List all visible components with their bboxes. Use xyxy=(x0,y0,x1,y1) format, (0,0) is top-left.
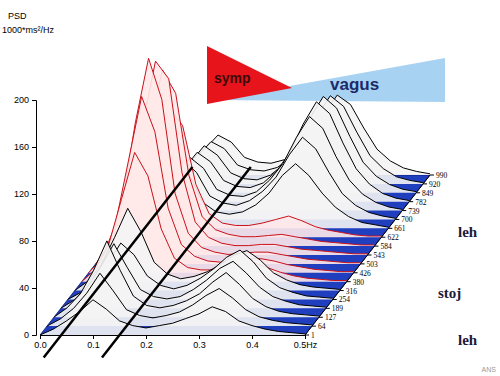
tick-label: 254 xyxy=(339,295,351,304)
tick-label: 739 xyxy=(408,207,420,216)
tick: 0 xyxy=(24,330,36,340)
tick-mark xyxy=(305,335,309,336)
tick-label: 64 xyxy=(318,322,326,331)
tick: 0.2 xyxy=(140,335,153,350)
wedge-label: vagus xyxy=(330,75,379,94)
tick-mark xyxy=(199,335,200,339)
tick-mark xyxy=(93,335,94,339)
tick: 0.1 xyxy=(87,335,100,350)
tick-label: 503 xyxy=(367,260,379,269)
tick-label: 189 xyxy=(332,304,344,313)
tick-label: 0.5Hz xyxy=(294,340,318,350)
wedge-label: symp xyxy=(214,70,251,86)
tick-label: 622 xyxy=(387,233,399,242)
tick-mark xyxy=(32,147,36,148)
tick-label: 120 xyxy=(14,189,29,199)
zone-label: stoj xyxy=(438,285,461,301)
tick-mark xyxy=(252,335,253,339)
tick-mark xyxy=(32,241,36,242)
axis-line xyxy=(32,101,37,336)
tick: 0.3 xyxy=(193,335,206,350)
tick-mark xyxy=(368,255,372,256)
tick-label: 160 xyxy=(14,142,29,152)
tick-mark xyxy=(305,335,306,339)
tick-mark xyxy=(319,317,323,318)
tick-mark xyxy=(402,210,406,211)
tick-label: 127 xyxy=(325,313,337,322)
tick-label: 0.4 xyxy=(246,340,259,350)
tick-mark xyxy=(430,175,434,176)
tick: 160 xyxy=(14,142,36,152)
tick-label: 316 xyxy=(346,287,358,296)
tick-mark xyxy=(326,308,330,309)
tick: 0.4 xyxy=(246,335,259,350)
tick: 40 xyxy=(19,283,36,293)
tick-label: 543 xyxy=(374,251,386,260)
tick: 0.0 xyxy=(34,335,47,350)
tick-mark xyxy=(146,335,147,339)
tick-mark xyxy=(374,246,378,247)
tick-mark xyxy=(381,237,385,238)
tick-label: 700 xyxy=(401,215,413,224)
zone-label: leh xyxy=(458,332,478,348)
tick-label: 80 xyxy=(19,236,29,246)
chart: sympvagus040801201602000.00.10.20.30.40.… xyxy=(0,0,500,376)
tick-label: 1 xyxy=(311,331,315,340)
tick-mark xyxy=(347,281,351,282)
tick-mark xyxy=(32,194,36,195)
tick: 120 xyxy=(14,189,36,199)
axis-line xyxy=(41,336,306,340)
tick-label: 0.2 xyxy=(140,340,153,350)
tick-mark xyxy=(32,335,36,336)
axis-unit: 1000*ms²/Hz xyxy=(2,25,55,35)
tick-label: 40 xyxy=(19,283,29,293)
axis-line xyxy=(305,175,430,335)
x-axis: 0.0 0.1 0.2 0.3 0.4 0.5Hz xyxy=(34,335,318,350)
tick-label: 661 xyxy=(394,224,406,233)
tick-label: 0.1 xyxy=(87,340,100,350)
tick-mark xyxy=(32,100,36,101)
tick-mark xyxy=(361,263,365,264)
tick-mark xyxy=(312,326,316,327)
watermark: ANS xyxy=(482,366,497,373)
tick-label: 0.0 xyxy=(34,340,47,350)
spectrum-line xyxy=(40,300,305,335)
depth-axis: 1641271892543163804265035435846226617007… xyxy=(305,171,448,340)
tick-mark xyxy=(409,201,413,202)
tick-mark xyxy=(333,299,337,300)
tick-label: 920 xyxy=(429,180,441,189)
tick-mark xyxy=(395,219,399,220)
tick-label: 584 xyxy=(380,242,392,251)
tick: 80 xyxy=(19,236,36,246)
tick-label: 200 xyxy=(14,95,29,105)
spectrum-fill xyxy=(40,300,305,335)
tick-label: 0 xyxy=(24,330,29,340)
axis-title: PSD xyxy=(8,11,27,21)
tick-mark xyxy=(340,290,344,291)
tick-mark xyxy=(354,272,358,273)
band-line xyxy=(102,167,251,357)
tick: 200 xyxy=(14,95,36,105)
plot-area xyxy=(40,58,430,335)
symp-wedge xyxy=(207,46,292,104)
tick-label: 849 xyxy=(422,189,434,198)
tick-label: 782 xyxy=(415,198,427,207)
tick-mark xyxy=(32,288,36,289)
tick-mark xyxy=(40,335,41,339)
zone-label: leh xyxy=(458,224,478,240)
tick-mark xyxy=(388,228,392,229)
tick-label: 426 xyxy=(360,269,372,278)
tick-mark xyxy=(416,192,420,193)
wedges: symp vagus xyxy=(207,46,445,104)
tick-mark xyxy=(423,183,427,184)
tick-label: 0.3 xyxy=(193,340,206,350)
band-line xyxy=(44,167,193,357)
tick-label: 380 xyxy=(353,278,365,287)
y-axis: 0 40 80 120 160 200 xyxy=(14,95,37,340)
tick-label: 990 xyxy=(436,171,448,180)
